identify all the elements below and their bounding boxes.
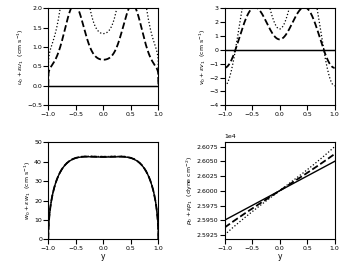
X-axis label: y: y: [101, 252, 106, 261]
X-axis label: y: y: [277, 252, 282, 261]
Y-axis label: $v_0+\varepsilon v_1\ \ (\mathrm{cm\ s}^{-1})$: $v_0+\varepsilon v_1\ \ (\mathrm{cm\ s}^…: [197, 29, 208, 85]
Y-axis label: $p_0+\varepsilon p_1\ \ (\mathrm{dyne\ cm}^{-2})$: $p_0+\varepsilon p_1\ \ (\mathrm{dyne\ c…: [185, 156, 195, 225]
Y-axis label: $w_0+\varepsilon w_1\ \ (\mathrm{cm\ s}^{-1})$: $w_0+\varepsilon w_1\ \ (\mathrm{cm\ s}^…: [22, 161, 33, 220]
Y-axis label: $u_0+\varepsilon u_1\ \ (\mathrm{cm\ s}^{-1})$: $u_0+\varepsilon u_1\ \ (\mathrm{cm\ s}^…: [16, 28, 26, 85]
